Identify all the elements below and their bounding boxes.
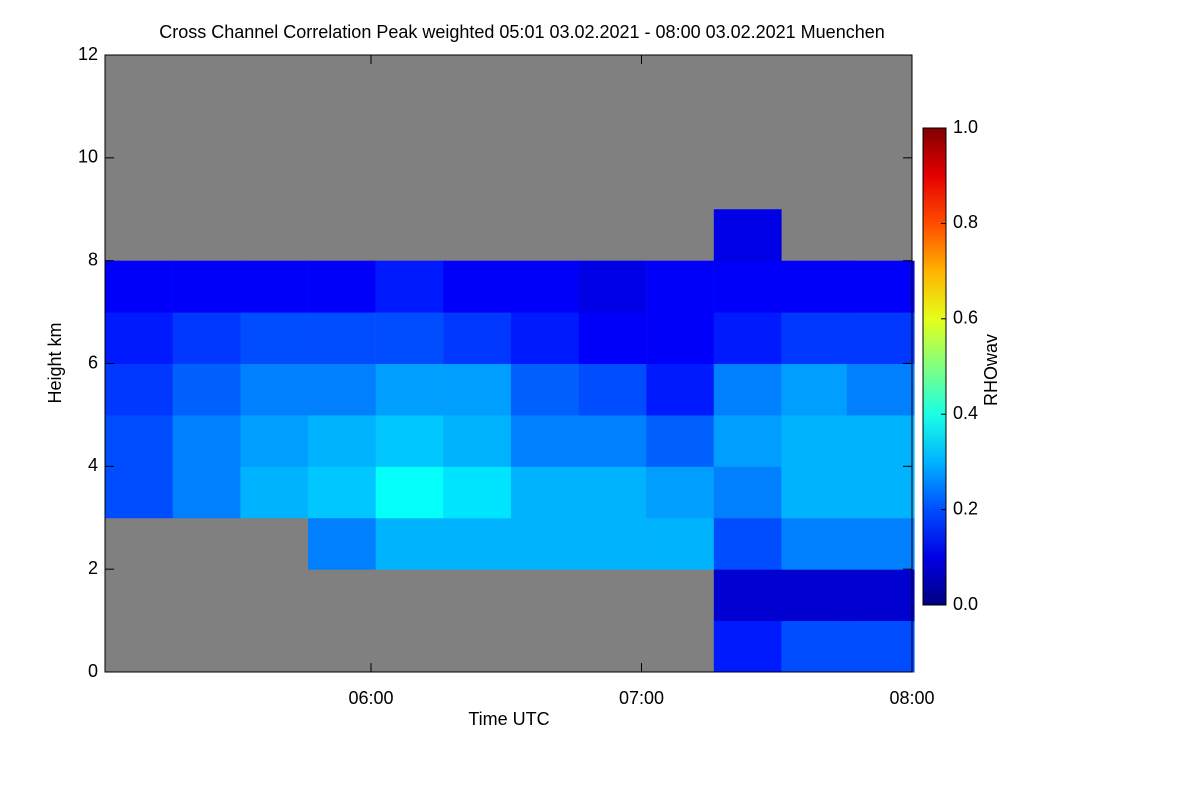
heatmap-cell [781, 312, 850, 364]
heatmap-cell [578, 363, 647, 416]
heatmap-cell [713, 209, 782, 262]
heatmap-cell [781, 260, 850, 313]
colorbar-tick-label: 0.4 [953, 403, 978, 423]
heatmap-cell [375, 414, 444, 467]
heatmap-cell [713, 569, 782, 622]
colorbar-tick-label: 0.6 [953, 308, 978, 328]
heatmap-cell [105, 363, 173, 416]
colorbar-tick-label: 0.2 [953, 498, 978, 518]
heatmap-cell [578, 517, 647, 570]
heatmap-cell [443, 517, 512, 570]
y-tick-label: 4 [88, 455, 98, 475]
heatmap-cell [646, 466, 714, 519]
heatmap-cell [713, 363, 782, 416]
heatmap-cell [308, 414, 376, 467]
heatmap-cell [308, 466, 376, 519]
heatmap-cell [172, 414, 241, 467]
x-tick-label: 07:00 [619, 688, 664, 708]
colorbar-label: RHOwav [981, 334, 1001, 406]
heatmap-cell [510, 414, 579, 467]
heatmap-cell [781, 620, 850, 673]
heatmap-cell [846, 260, 915, 313]
heatmap-cell [510, 517, 579, 570]
heatmap-cell [240, 312, 309, 364]
heatmap-cell [172, 363, 241, 416]
y-axis-label: Height km [45, 322, 65, 403]
y-tick-label: 2 [88, 558, 98, 578]
heatmap-cell [646, 312, 714, 364]
colorbar-tick-label: 1.0 [953, 117, 978, 137]
colorbar-tick-label: 0.8 [953, 212, 978, 232]
heatmap-cell [375, 517, 444, 570]
y-tick-label: 0 [88, 661, 98, 681]
heatmap-cell [846, 466, 915, 519]
heatmap-cell [510, 260, 579, 313]
heatmap-cell [443, 363, 512, 416]
colorbar-tick-label: 0.0 [953, 594, 978, 614]
heatmap-cell [781, 517, 850, 570]
heatmap-cell [846, 363, 915, 416]
heatmap-cell [646, 363, 714, 416]
heatmap-cell [781, 466, 850, 519]
heatmap-cell [713, 260, 782, 313]
heatmap-cell [375, 466, 444, 519]
heatmap-cell [105, 260, 173, 313]
heatmap-cell [713, 312, 782, 364]
heatmap-cell [510, 363, 579, 416]
y-tick-label: 12 [78, 44, 98, 64]
heatmap-cell [105, 312, 173, 364]
heatmap-cell [578, 260, 647, 313]
heatmap-cell [375, 312, 444, 364]
x-axis-label: Time UTC [468, 709, 549, 729]
heatmap-cell [105, 414, 173, 467]
heatmap-cell [240, 260, 309, 313]
colorbar [922, 127, 947, 606]
heatmap-cell [443, 312, 512, 364]
heatmap-cell [846, 517, 915, 570]
x-tick-label: 06:00 [348, 688, 393, 708]
heatmap-cell [646, 414, 714, 467]
heatmap-cell [846, 620, 915, 673]
heatmap-cell [510, 312, 579, 364]
heatmap-cell [308, 363, 376, 416]
heatmap-cell [846, 569, 915, 622]
heatmap-cell [781, 569, 850, 622]
heatmap-cell [308, 517, 376, 570]
heatmap-cell [846, 312, 915, 364]
y-tick-label: 8 [88, 249, 98, 269]
heatmap-cell [172, 466, 241, 519]
heatmap-cell [443, 260, 512, 313]
y-tick-label: 10 [78, 147, 98, 167]
heatmap-cell [240, 466, 309, 519]
heatmap-cell [713, 466, 782, 519]
heatmap-cell [578, 414, 647, 467]
heatmap-cell [578, 312, 647, 364]
heatmap-cell [443, 466, 512, 519]
heatmap-cell [846, 414, 915, 467]
heatmap-cell [713, 620, 782, 673]
heatmap-cell [105, 466, 173, 519]
heatmap-cell [375, 363, 444, 416]
y-tick-label: 6 [88, 352, 98, 372]
heatmap-cell [781, 414, 850, 467]
heatmap-cell [172, 312, 241, 364]
heatmap-cell [578, 466, 647, 519]
heatmap-cell [240, 363, 309, 416]
heatmap-cell [375, 260, 444, 313]
heatmap-cell [443, 414, 512, 467]
heatmap-cell [646, 260, 714, 313]
heatmap-cell [646, 517, 714, 570]
heatmap-cell [308, 260, 376, 313]
x-tick-label: 08:00 [889, 688, 934, 708]
heatmap-cell [713, 517, 782, 570]
heatmap-cell [781, 363, 850, 416]
heatmap-cell [172, 260, 241, 313]
heatmap-cell [308, 312, 376, 364]
chart-title: Cross Channel Correlation Peak weighted … [159, 22, 885, 42]
heatmap-cell [510, 466, 579, 519]
heatmap-cell [240, 414, 309, 467]
heatmap-cell [713, 414, 782, 467]
